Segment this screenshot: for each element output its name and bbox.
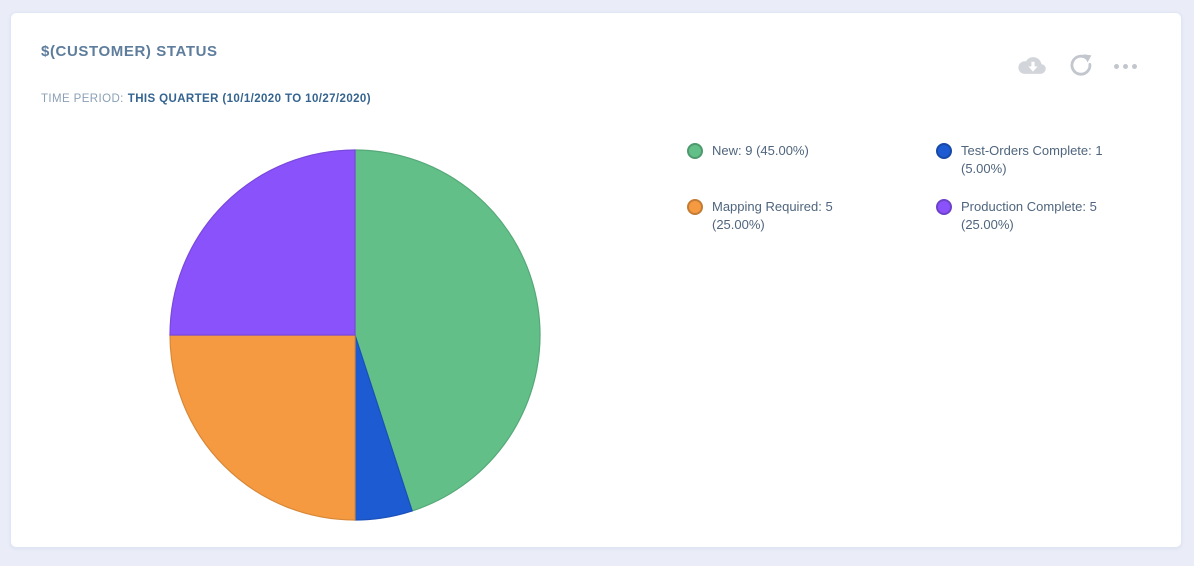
legend-label-production-complete: Production Complete: 5 (25.00%) [961,199,1097,232]
legend-label-test-orders-complete: Test-Orders Complete: 1 (5.00%) [961,143,1103,176]
pie-slice-mapping-required[interactable] [169,334,356,521]
refresh-button[interactable] [1068,53,1094,79]
refresh-icon [1068,53,1094,79]
widget-title: $(CUSTOMER) STATUS [41,43,218,60]
legend-item-production-complete[interactable]: Production Complete: 5 (25.00%) [936,198,1103,234]
legend-label-new: New: 9 (45.00%) [712,143,809,158]
legend-item-test-orders-complete[interactable]: Test-Orders Complete: 1 (5.00%) [936,142,1103,178]
legend-dot-test-orders-complete [936,143,952,159]
pie-slice-new[interactable] [354,149,541,512]
legend-item-new[interactable]: New: 9 (45.00%) [687,142,936,178]
pie-slice-production-complete[interactable] [169,149,356,336]
legend-label-mapping-required: Mapping Required: 5 (25.00%) [712,199,833,232]
time-period-value: THIS QUARTER (10/1/2020 TO 10/27/2020) [127,93,371,105]
legend-dot-production-complete [936,199,952,215]
time-period: TIME PERIOD: THIS QUARTER (10/1/2020 TO 1… [41,93,371,105]
pie-chart [168,148,542,522]
download-button[interactable] [1017,55,1048,78]
legend-dot-mapping-required [687,199,703,215]
ellipsis-icon [1114,63,1137,69]
time-period-label: TIME PERIOD: [41,93,124,105]
status-widget-card: $(CUSTOMER) STATUS [10,12,1182,548]
cloud-download-icon [1017,55,1048,78]
chart-legend: New: 9 (45.00%) Test-Orders Complete: 1 (5… [687,142,1103,234]
more-options-button[interactable] [1114,63,1137,69]
widget-toolbar [1017,53,1137,79]
legend-dot-new [687,143,703,159]
legend-item-mapping-required[interactable]: Mapping Required: 5 (25.00%) [687,198,936,234]
